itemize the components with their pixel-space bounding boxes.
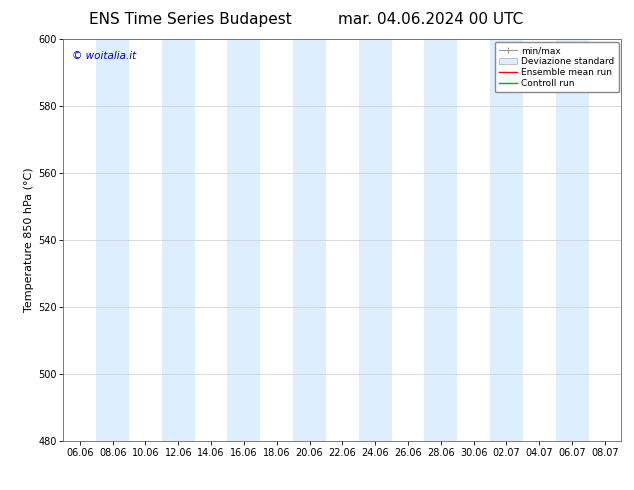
Bar: [293, 39, 326, 441]
Bar: [228, 39, 261, 441]
Bar: [359, 39, 392, 441]
Bar: [162, 39, 195, 441]
Bar: [424, 39, 457, 441]
Bar: [555, 39, 588, 441]
Bar: [490, 39, 523, 441]
Text: mar. 04.06.2024 00 UTC: mar. 04.06.2024 00 UTC: [339, 12, 524, 27]
Bar: [96, 39, 129, 441]
Text: © woitalia.it: © woitalia.it: [72, 51, 136, 61]
Y-axis label: Temperature 850 hPa (°C): Temperature 850 hPa (°C): [23, 168, 34, 313]
Text: ENS Time Series Budapest: ENS Time Series Budapest: [89, 12, 292, 27]
Legend: min/max, Deviazione standard, Ensemble mean run, Controll run: min/max, Deviazione standard, Ensemble m…: [495, 42, 619, 92]
